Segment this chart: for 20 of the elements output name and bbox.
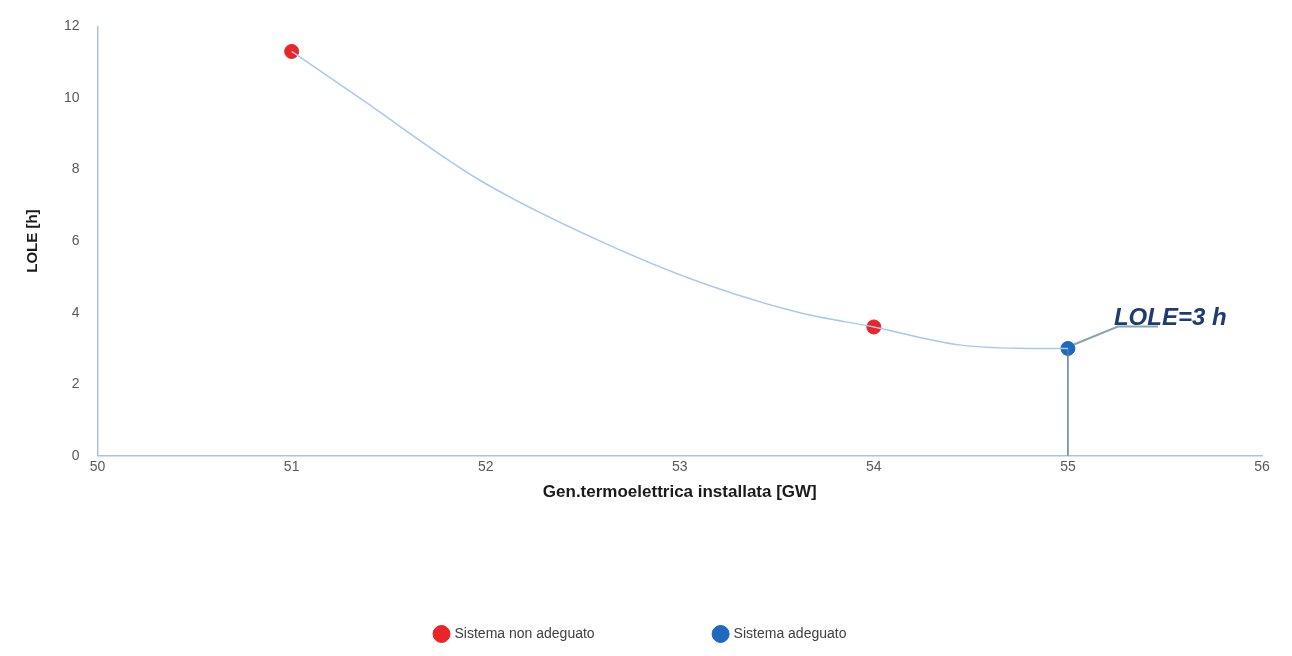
legend-label: Sistema non adeguato: [454, 624, 595, 641]
x-tick-label: 52: [477, 458, 494, 475]
x-tick-label: 54: [866, 458, 882, 475]
y-tick-label: 8: [71, 160, 80, 177]
x-tick-label: 51: [283, 458, 300, 475]
y-tick-label: 6: [71, 231, 80, 248]
y-tick-label: 2: [71, 375, 80, 392]
x-tick-label: 50: [89, 458, 106, 475]
y-tick-label: 4: [71, 303, 80, 320]
x-tick-label: 56: [1254, 458, 1270, 475]
x-axis-title: Gen.termoelettrica installata [GW]: [542, 482, 817, 502]
legend-label: Sistema adeguato: [733, 624, 847, 641]
x-tick-label: 55: [1060, 458, 1076, 475]
y-tick-label: 10: [63, 88, 80, 105]
point: [284, 43, 300, 59]
y-tick-label: 0: [71, 446, 80, 463]
x-tick-label: 53: [672, 458, 688, 475]
y-axis-title: LOLE [h]: [23, 209, 41, 273]
annotation: LOLE=3 h: [1113, 303, 1227, 331]
y-tick-label: 12: [63, 17, 80, 34]
